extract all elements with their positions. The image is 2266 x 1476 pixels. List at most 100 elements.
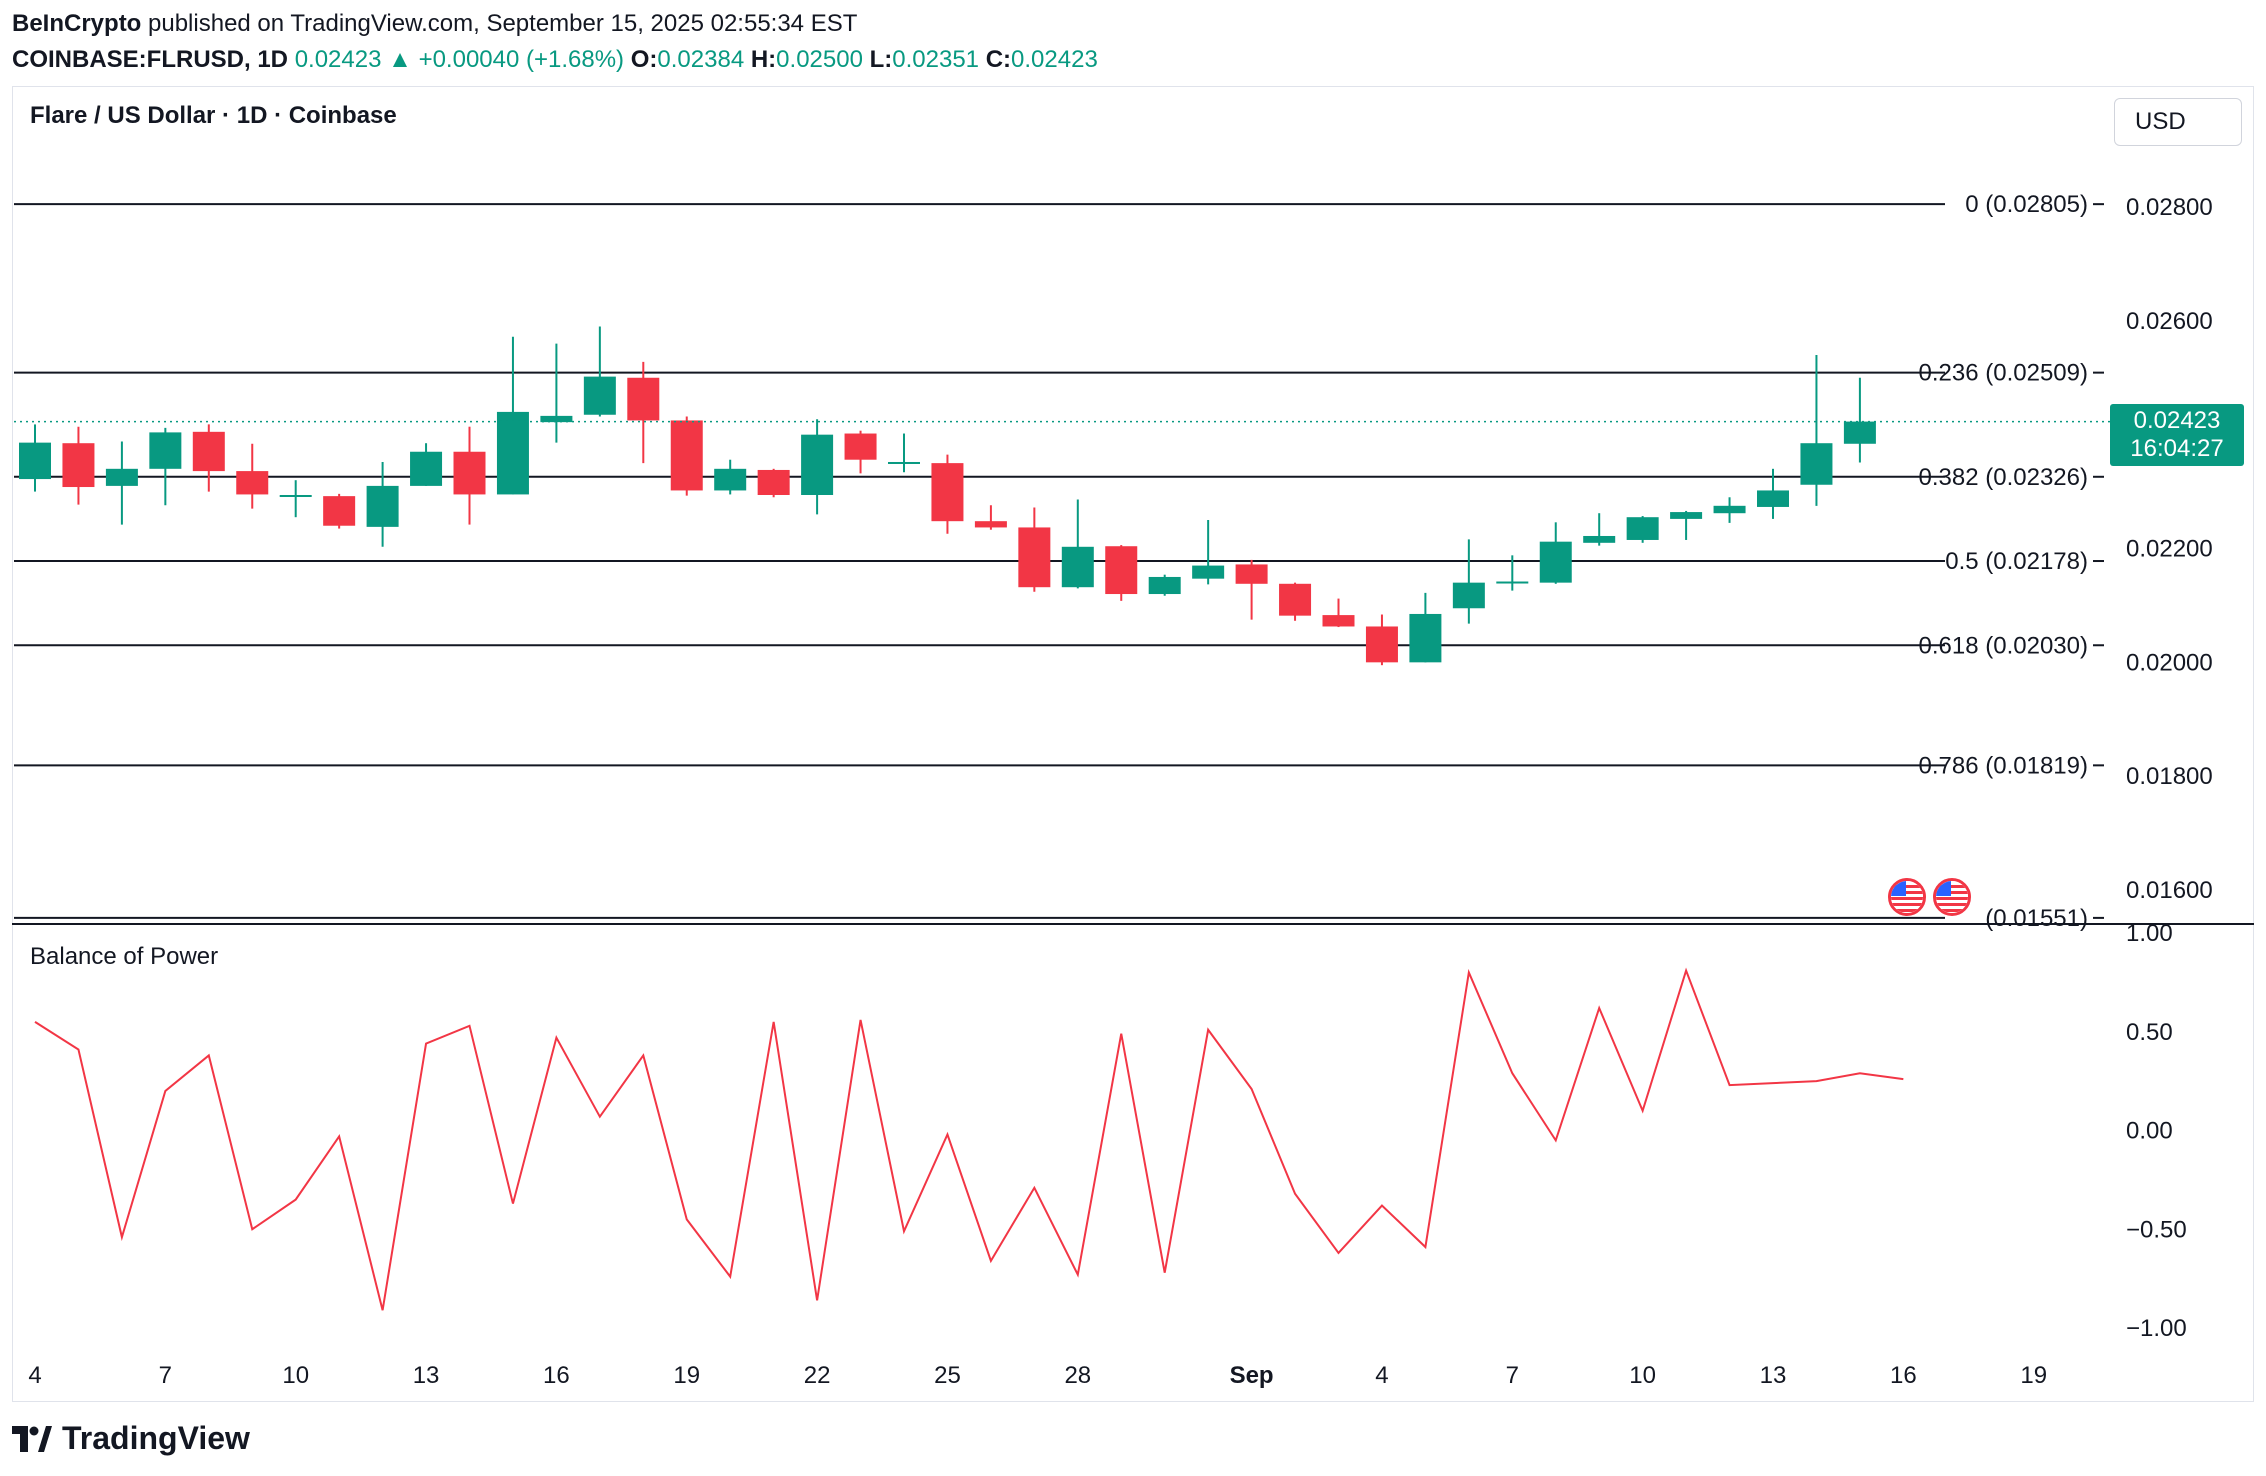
fib-level-label: 0.5 (0.02178) [1945, 548, 2088, 575]
time-tick-label: 13 [413, 1362, 440, 1389]
bop-tick-label: −0.50 [2126, 1216, 2187, 1243]
us-flag-icon[interactable] [1888, 878, 1926, 916]
high-label: H: [750, 46, 777, 73]
time-tick-label: 22 [804, 1362, 831, 1389]
candle-down [192, 431, 225, 472]
fib-level-label: 0.618 (0.02030) [1919, 632, 2088, 659]
candle-down [931, 463, 964, 522]
time-tick-label: 16 [543, 1362, 570, 1389]
candle-down [323, 496, 356, 526]
candle-up [1626, 517, 1659, 540]
indicator-title: Balance of Power [30, 943, 219, 970]
candle-up [19, 442, 51, 480]
candle-up [1757, 490, 1789, 507]
low-value: 0.02351 [892, 46, 980, 73]
price-tick-label: 0.02800 [2126, 194, 2213, 221]
bop-line [34, 967, 1904, 1311]
price-tick-label: 0.01800 [2126, 763, 2213, 790]
price-tick-label: 0.02600 [2126, 308, 2213, 335]
candle-up [1148, 576, 1181, 595]
time-tick-label: 7 [159, 1362, 172, 1389]
high-value: 0.02500 [776, 46, 863, 73]
published-text: published on TradingView.com, September … [148, 10, 858, 37]
price-axis[interactable]: 0.02800 0.02600 0.02200 0.02000 0.01800 0.016… [14, 194, 2213, 904]
open-label: O: [630, 46, 658, 73]
us-flag-icon[interactable] [1933, 878, 1971, 916]
symbol-label: COINBASE:FLRUSD, 1D [12, 46, 289, 73]
time-tick-label: 4 [1375, 1362, 1388, 1389]
candle-down [1279, 583, 1312, 616]
candle-up [583, 376, 616, 415]
candle-down [757, 469, 790, 495]
time-tick-label: 28 [1064, 1362, 1091, 1389]
bop-tick-label: 1.00 [2126, 920, 2173, 947]
time-tick-label: 19 [673, 1362, 700, 1389]
time-tick-label: 13 [1760, 1362, 1787, 1389]
time-tick-label: 7 [1506, 1362, 1519, 1389]
price-tag-value: 0.02423 [2133, 407, 2221, 434]
candle-up [1496, 581, 1529, 584]
candle-up [1670, 512, 1703, 519]
candle-up [1800, 443, 1833, 485]
candle-up [714, 468, 747, 491]
open-value: 0.02384 [657, 46, 745, 73]
candle-down [1105, 546, 1138, 595]
time-tick-label: 10 [282, 1362, 309, 1389]
candle-down [627, 377, 660, 421]
fib-level-label: 0.786 (0.01819) [1919, 752, 2088, 779]
candle-up [149, 432, 182, 469]
candle-down [670, 420, 703, 491]
candle-up [1843, 421, 1876, 444]
candle-up [1539, 541, 1572, 583]
currency-button[interactable]: USD [2114, 98, 2242, 146]
close-value: 0.02423 [1011, 46, 1098, 73]
price-change: +0.00040 (+1.68%) [418, 46, 625, 73]
bop-tick-label: 0.00 [2126, 1118, 2173, 1145]
candle-up [888, 461, 920, 464]
candle-down [1235, 564, 1268, 584]
ohlc-line: COINBASE:FLRUSD, 1D 0.02423 ▲ +0.00040 (… [12, 42, 1098, 78]
candle-down [62, 443, 95, 488]
fib-retracement[interactable]: 0 (0.02805) 0.236 (0.02509) 0.382 (0.02326… [12, 191, 2254, 932]
price-tick-label: 0.02000 [2126, 649, 2213, 676]
candle-up [1192, 565, 1225, 579]
candle-down [1322, 615, 1355, 627]
candle-up [1452, 582, 1485, 609]
publish-line: BeInCrypto published on TradingView.com,… [12, 6, 1098, 42]
candle-down [453, 451, 486, 495]
candle-up [279, 494, 312, 497]
candle-down [1365, 626, 1398, 663]
low-label: L: [869, 46, 893, 73]
tradingview-logo[interactable]: TradingView [12, 1420, 250, 1457]
fib-level-label: 0.382 (0.02326) [1919, 464, 2088, 491]
candle-down [974, 521, 1007, 528]
chart-frame[interactable] [12, 86, 2254, 1402]
last-price: 0.02423 [294, 46, 382, 73]
candle-up [1061, 546, 1094, 588]
candle-up [540, 415, 573, 423]
candle-up [105, 468, 138, 486]
fib-level-label: 0 (0.02805) [1965, 191, 2088, 218]
up-arrow-icon: ▲ [388, 46, 412, 73]
time-tick-label: 19 [2020, 1362, 2047, 1389]
candles [19, 326, 1876, 666]
tradingview-logo-icon [12, 1425, 52, 1452]
time-tick-label: 16 [1890, 1362, 1917, 1389]
candle-down [1018, 527, 1051, 588]
price-tick-label: 0.01600 [2126, 877, 2213, 904]
balance-of-power-pane[interactable]: 1.00 0.50 0.00 −0.50 −1.00 [34, 920, 2187, 1342]
fib-level-label: (0.01551) [1985, 905, 2088, 932]
candle-down [236, 471, 269, 495]
chart-title: Flare / US Dollar · 1D · Coinbase [30, 102, 397, 129]
price-tag-countdown: 16:04:27 [2130, 435, 2224, 462]
time-axis[interactable]: 4 7 10 13 16 19 22 25 28 Sep 4 7 10 13 16 19 [28, 1362, 2047, 1389]
candle-down [844, 433, 877, 460]
close-label: C: [985, 46, 1012, 73]
time-tick-label: 4 [28, 1362, 41, 1389]
candle-up [1583, 535, 1616, 543]
candle-up [410, 451, 443, 486]
time-tick-label: 10 [1629, 1362, 1656, 1389]
candle-up [1409, 613, 1442, 663]
time-tick-label: 25 [934, 1362, 961, 1389]
